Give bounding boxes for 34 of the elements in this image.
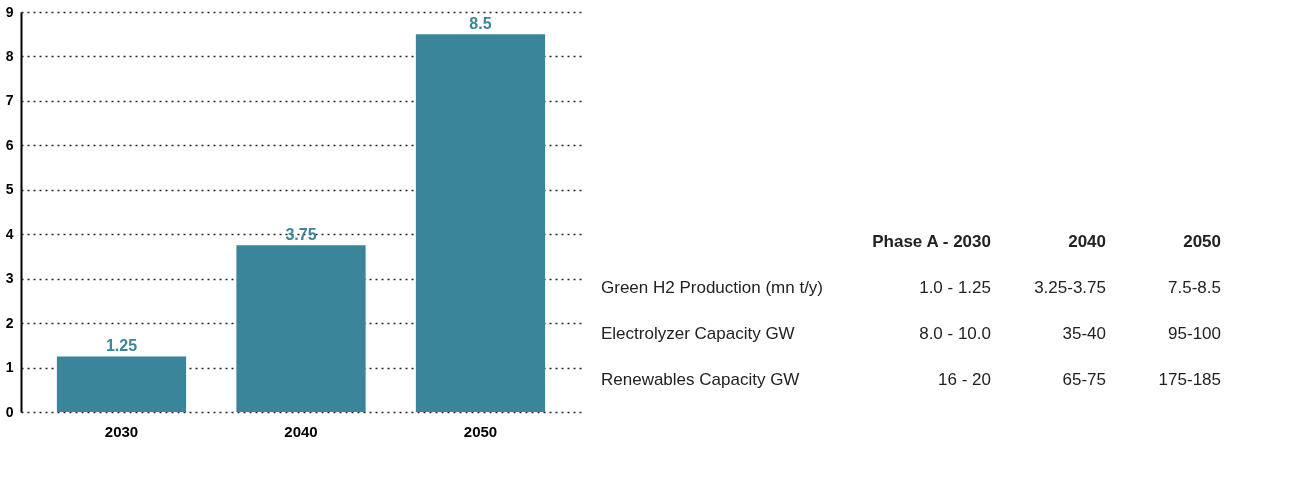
- text: 16 - 20: [938, 370, 991, 389]
- y-tick-label: 2: [5, 314, 14, 331]
- text: 1.0 - 1.25: [919, 278, 991, 297]
- y-tick-label: 5: [5, 181, 14, 198]
- text: Electrolyzer Capacity GW: [601, 324, 795, 343]
- data-label: 3.75: [285, 226, 317, 244]
- text: 7.5-8.5: [1168, 278, 1221, 297]
- text: 175-185: [1158, 370, 1221, 389]
- y-tick-label: 1: [5, 359, 14, 376]
- y-tick-label: 3: [5, 270, 14, 287]
- text: 95-100: [1168, 324, 1221, 343]
- text: 2040: [1068, 232, 1106, 251]
- y-tick-label: 9: [5, 3, 14, 20]
- x-tick-label: 2030: [104, 422, 139, 440]
- text: 3.25-3.75: [1034, 278, 1106, 297]
- x-tick-label: 2050: [463, 422, 498, 440]
- text: 65-75: [1062, 370, 1106, 389]
- text: Renewables Capacity GW: [601, 370, 800, 389]
- y-tick-label: 8: [5, 47, 14, 64]
- text: 2050: [1183, 232, 1221, 251]
- bar: [56, 356, 187, 412]
- data-label: 1.25: [105, 337, 138, 355]
- bar: [236, 245, 366, 412]
- text: 35-40: [1062, 324, 1106, 343]
- text: Green H2 Production (mn t/y): [601, 278, 824, 297]
- x-tick-label: 2040: [284, 422, 318, 440]
- text: 8.0 - 10.0: [919, 324, 991, 343]
- y-tick-label: 4: [5, 225, 14, 242]
- bar: [415, 34, 546, 412]
- y-tick-label: 7: [5, 92, 14, 109]
- y-tick-label: 0: [5, 403, 14, 420]
- data-label: 8.5: [469, 15, 492, 33]
- y-tick-label: 6: [5, 136, 14, 153]
- text: Phase A - 2030: [872, 232, 991, 251]
